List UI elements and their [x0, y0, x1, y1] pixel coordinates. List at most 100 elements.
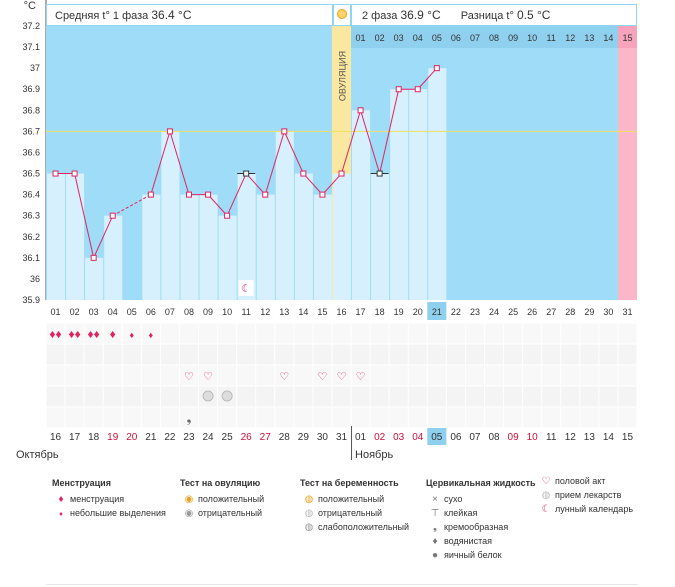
icon-grid-cell: [141, 386, 160, 407]
icon-grid-cell: [427, 407, 446, 428]
icon-grid-cell: [122, 323, 141, 344]
icon-grid-cell: [389, 344, 408, 365]
temperature-line-segment: [245, 173, 266, 195]
cycle-day-label: 12: [260, 307, 270, 317]
calendar-date-label: 17: [69, 432, 81, 443]
temperature-point: [262, 191, 269, 198]
icon-grid-cell: [561, 323, 580, 344]
heart-icon: ♡: [541, 476, 551, 487]
temperature-line-segment: [417, 67, 438, 90]
cycle-day-label: 27: [546, 307, 556, 317]
difference-value: 0.5 °C: [516, 8, 551, 22]
cycle-day-label: 23: [470, 307, 480, 317]
temperature-point: [185, 191, 192, 198]
cycle-day-label: 18: [375, 307, 385, 317]
temperature-point: [90, 254, 97, 261]
icon-grid-cell: [484, 407, 504, 428]
icon-grid-cell: [523, 323, 542, 344]
y-tick-label: 36: [30, 274, 40, 284]
calendar-date-label: 05: [431, 432, 443, 443]
heart-icon: ♡: [317, 371, 327, 383]
icon-grid-cell: [218, 365, 237, 386]
icon-grid-cell: [618, 386, 637, 407]
top-day-label: 01: [356, 33, 366, 43]
cycle-day-label: 26: [527, 307, 537, 317]
phase2-value: 36.9 °C: [400, 8, 441, 22]
temperature-bar: [142, 194, 161, 300]
temperature-bar: [66, 173, 85, 300]
icon-grid-cell: [351, 344, 370, 365]
creamy-icon: ❟: [433, 522, 437, 533]
calendar-date-label: 13: [584, 432, 596, 443]
top-day-label: 04: [413, 33, 423, 43]
bottom-divider: [46, 584, 638, 585]
moon-icon: ☾: [541, 504, 551, 515]
icon-grid-cell: [484, 365, 504, 386]
icon-grid-cell: [561, 344, 580, 365]
temperature-bar: [332, 173, 352, 300]
icon-grid-cell: [237, 344, 256, 365]
icon-grid-cell: [504, 323, 523, 344]
icon-grid-cell: [370, 407, 389, 428]
icon-grid-cell: [561, 407, 580, 428]
icon-grid-cell: [599, 386, 618, 407]
calendar-date-label: 23: [183, 432, 195, 443]
icon-grid-cell: [523, 386, 542, 407]
icon-grid-cell: [618, 365, 637, 386]
calendar-date-label: 02: [374, 432, 386, 443]
icon-grid-cell: [580, 344, 599, 365]
icon-grid-cell: [446, 365, 465, 386]
calendar-date-label: 01: [355, 432, 367, 443]
top-day-label: 05: [432, 33, 442, 43]
legend-item-ovu-positive: положительный: [198, 494, 265, 504]
cycle-day-label: 02: [70, 307, 80, 317]
icon-grid-cell: [599, 407, 618, 428]
icon-grid-cell: [256, 386, 275, 407]
legend-item-moon: лунный календарь: [555, 504, 634, 514]
icon-grid-cell: [465, 365, 484, 386]
temperature-point: [395, 86, 402, 93]
icon-grid-cell: [46, 323, 65, 344]
calendar-date-label: 18: [88, 432, 100, 443]
temperature-bar: [313, 194, 332, 300]
icon-grid-cell: [179, 365, 199, 386]
icon-grid-cell: [427, 386, 446, 407]
cycle-day-label: 04: [108, 307, 118, 317]
phase2-label: 2 фаза: [362, 10, 398, 22]
legend-item-eggwhite: яичный белок: [444, 550, 502, 560]
temperature-bar: [256, 194, 275, 300]
icon-grid-cell: [465, 407, 484, 428]
icon-grid-cell: [237, 323, 256, 344]
icon-grid-cell: [351, 323, 370, 344]
calendar-date-label: 03: [393, 432, 405, 443]
calendar-date-label: 20: [126, 432, 138, 443]
icon-grid-cell: [46, 407, 65, 428]
icon-grid-cell: [103, 386, 122, 407]
icon-grid-cell: [160, 386, 179, 407]
pill-icon: ◍: [541, 490, 551, 501]
ovulation-header-icon-box: [333, 4, 351, 26]
icon-grid-cell: [389, 386, 408, 407]
calendar-date-label: 08: [488, 432, 500, 443]
y-tick-label: 36.5: [22, 169, 40, 179]
highlight-day-cell: [427, 302, 447, 320]
phase2-header: 2 фаза 36.9 °C Разница t° 0.5 °C: [351, 4, 637, 26]
legend-title-pregnancy-test: Тест на беременность: [300, 478, 399, 488]
temperature-chart: °C 37.2 37.1 37 36.9 36.8 36.7 36.6 36.5 36.4 36.3…: [16, 0, 637, 461]
icon-grid-cell: [160, 344, 179, 365]
legend-title-ovulation-test: Тест на овуляцию: [180, 478, 261, 488]
icon-grid-cell: [65, 344, 84, 365]
top-day-label: 09: [508, 33, 518, 43]
dry-icon: ×: [432, 494, 438, 505]
icon-grid-cell: [218, 344, 237, 365]
icon-grid-cell: [351, 365, 370, 386]
calendar-date-label: 10: [527, 432, 539, 443]
icon-grid-cell: [446, 386, 465, 407]
legend-pregnancy-test: Тест на беременность ◍ положительный ◍ отр…: [300, 478, 409, 534]
icon-grid-cell: [199, 407, 218, 428]
cycle-day-label: 22: [451, 307, 461, 317]
icon-grid-cell: [504, 365, 523, 386]
icon-grid-cell: [465, 323, 484, 344]
legend-item-sticky: клейкая: [444, 508, 478, 518]
icon-grid-cell: [370, 344, 389, 365]
